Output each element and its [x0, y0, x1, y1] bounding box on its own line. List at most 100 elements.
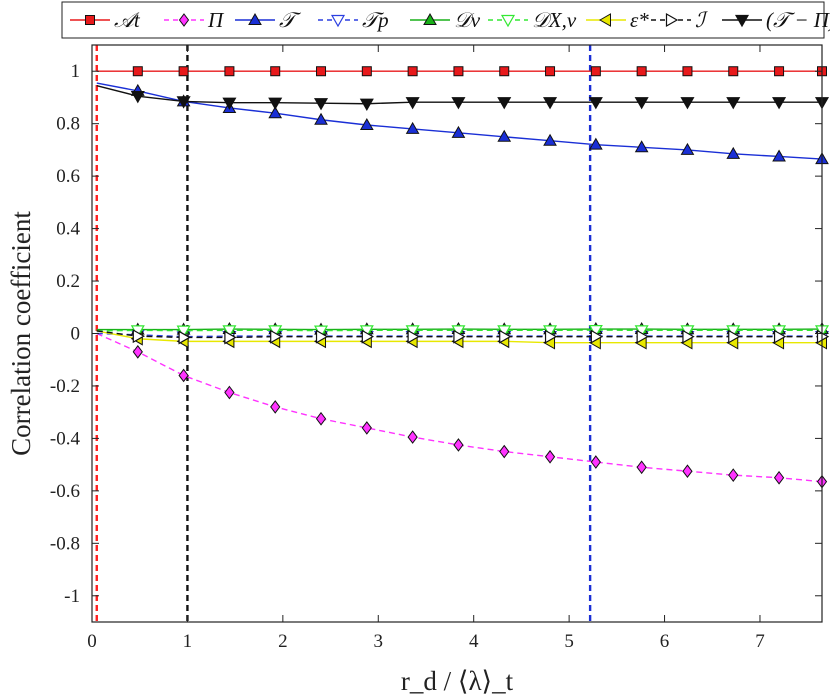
data-point	[682, 464, 693, 479]
x-tick-label: 4	[469, 631, 479, 652]
legend: 𝒜t Π 𝒯 𝒯p 𝒟ν 𝒟X,ν ε* ℐ (𝒯 − Π)	[61, 1, 830, 39]
x-tick-label: 5	[564, 631, 574, 652]
data-point	[772, 97, 787, 110]
data-point	[544, 449, 556, 464]
legend-item: 𝒟X,ν	[488, 8, 577, 32]
data-point	[315, 411, 327, 426]
data-point	[680, 142, 695, 155]
data-point	[222, 325, 237, 338]
legend-marker	[248, 12, 262, 25]
y-tick-label: 1	[71, 61, 81, 82]
data-point	[773, 329, 787, 344]
y-tick-label: -1	[64, 586, 80, 607]
data-point	[499, 66, 510, 77]
y-tick-label: -0.8	[50, 533, 80, 554]
data-point	[772, 149, 786, 162]
series-2	[96, 82, 829, 165]
legend-item: ℐ	[651, 8, 708, 32]
x-axis-label: r_d / ⟨λ⟩_t	[401, 666, 514, 696]
data-point	[407, 430, 418, 444]
data-point	[268, 97, 283, 110]
series-7	[96, 329, 830, 345]
y-tick-label: 0.8	[56, 114, 80, 135]
data-point	[497, 129, 512, 142]
data-point	[270, 400, 281, 414]
legend-label: 𝒜t	[114, 8, 141, 32]
data-point	[590, 329, 604, 344]
series-1	[96, 332, 828, 489]
data-point	[634, 140, 649, 153]
legend-label: 𝒟X,ν	[532, 8, 577, 32]
data-point	[588, 137, 603, 150]
data-point	[726, 97, 741, 110]
data-point	[176, 96, 191, 109]
data-point	[728, 329, 741, 344]
data-point	[453, 66, 464, 77]
data-point	[728, 66, 739, 77]
legend-item: 𝒯p	[318, 8, 389, 32]
x-tick-label: 1	[183, 631, 193, 652]
data-point	[407, 329, 420, 344]
data-point	[224, 385, 235, 400]
legend-label: ℐ	[695, 8, 708, 32]
data-point	[773, 470, 785, 485]
x-tick-label: 2	[278, 631, 288, 652]
data-point	[453, 438, 464, 452]
data-point	[682, 329, 695, 344]
x-tick-label: 7	[755, 631, 765, 652]
x-tick-label: 6	[660, 631, 670, 652]
data-point	[451, 125, 466, 138]
x-tick-label: 0	[87, 631, 97, 652]
y-tick-label: 0	[71, 324, 81, 345]
data-point	[544, 329, 558, 344]
legend-item: (𝒯 − Π)	[722, 8, 830, 32]
data-point	[178, 330, 191, 345]
data-point	[178, 368, 189, 383]
data-point	[270, 66, 281, 77]
series-8	[96, 84, 830, 111]
data-point	[361, 421, 372, 435]
plot-area	[95, 45, 830, 622]
data-point	[405, 121, 420, 134]
data-point	[315, 329, 329, 344]
data-point	[590, 455, 601, 469]
legend-marker	[734, 14, 750, 28]
data-point	[316, 66, 327, 77]
data-point	[543, 97, 558, 110]
legend-label: 𝒟ν	[454, 8, 481, 32]
data-point	[499, 444, 510, 459]
data-point	[176, 325, 191, 338]
legend-marker	[330, 14, 346, 28]
data-point	[132, 345, 143, 359]
y-tick-label: 0.6	[56, 166, 80, 187]
legend-marker	[500, 14, 516, 28]
legend-label: ε*	[630, 8, 649, 32]
legend-label: 𝒯p	[362, 8, 389, 32]
legend-marker	[178, 13, 190, 27]
data-point	[178, 66, 189, 77]
data-point	[451, 97, 466, 110]
data-point	[314, 112, 328, 125]
legend-marker	[85, 15, 95, 25]
data-point	[682, 66, 693, 77]
data-point	[636, 329, 649, 344]
data-point	[407, 66, 418, 77]
legend-marker	[423, 12, 437, 25]
data-point	[313, 98, 329, 111]
legend-item: ε*	[586, 8, 649, 32]
data-point	[359, 98, 374, 111]
legend-label: Π	[207, 8, 225, 32]
data-point	[222, 97, 237, 110]
data-point	[636, 66, 647, 77]
data-point	[545, 66, 556, 77]
data-point	[224, 66, 235, 77]
y-tick-label: -0.2	[50, 376, 80, 397]
legend-item: 𝒟ν	[410, 8, 481, 32]
y-tick-label: 0.2	[56, 271, 80, 292]
data-point	[453, 329, 466, 344]
legend-item: Π	[164, 8, 225, 32]
data-point	[497, 97, 512, 110]
legend-item: 𝒜t	[70, 8, 141, 32]
data-point	[590, 66, 601, 77]
